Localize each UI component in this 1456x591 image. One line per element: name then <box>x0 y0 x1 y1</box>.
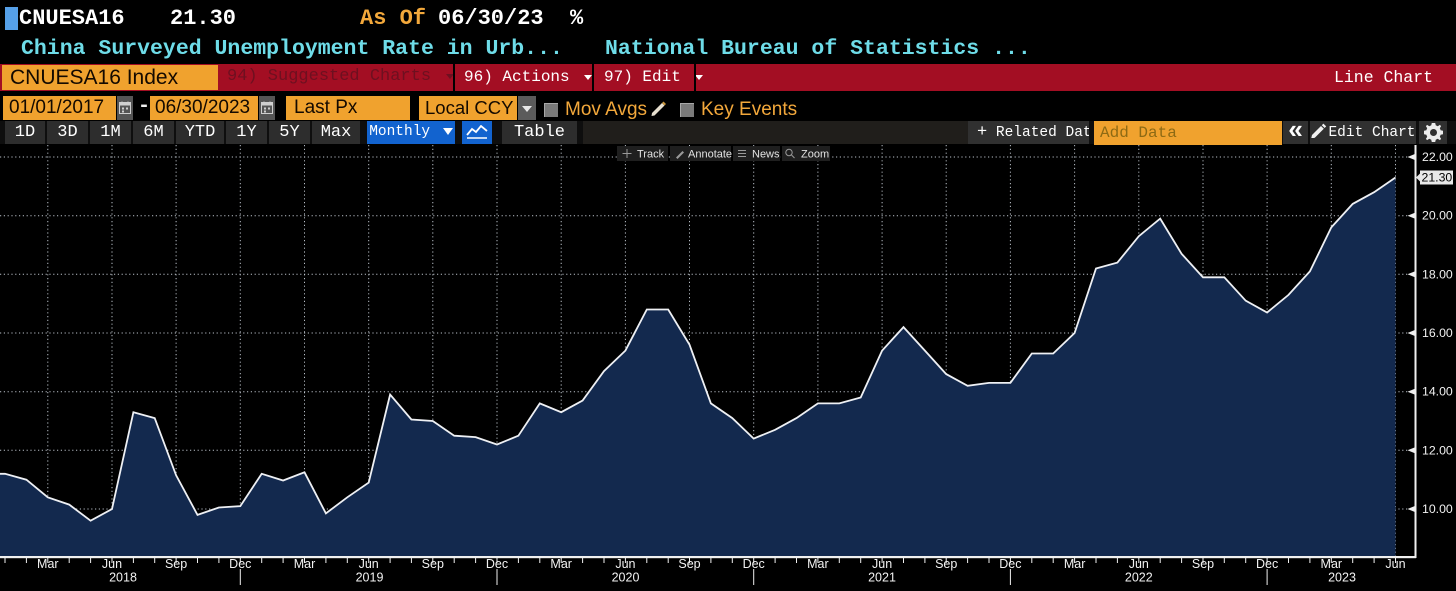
svg-text:2018: 2018 <box>109 571 137 585</box>
svg-text:2022: 2022 <box>1125 571 1153 585</box>
svg-text:14.00: 14.00 <box>1422 385 1453 399</box>
svg-text:22.00: 22.00 <box>1422 150 1453 164</box>
svg-text:2020: 2020 <box>612 571 640 585</box>
svg-text:Mar: Mar <box>807 557 829 571</box>
svg-text:16.00: 16.00 <box>1422 326 1453 340</box>
svg-text:Jun: Jun <box>102 557 122 571</box>
svg-text:Jun: Jun <box>1129 557 1149 571</box>
svg-text:Dec: Dec <box>743 557 765 571</box>
svg-text:18.00: 18.00 <box>1422 267 1453 281</box>
svg-text:News: News <box>752 149 780 161</box>
svg-text:Zoom: Zoom <box>801 149 829 161</box>
svg-text:Mar: Mar <box>1064 557 1086 571</box>
svg-text:Mar: Mar <box>1321 557 1343 571</box>
svg-text:Sep: Sep <box>1192 557 1214 571</box>
svg-text:2023: 2023 <box>1328 571 1356 585</box>
svg-text:2019: 2019 <box>356 571 384 585</box>
svg-text:Mar: Mar <box>294 557 316 571</box>
svg-text:Jun: Jun <box>1385 557 1405 571</box>
svg-text:Dec: Dec <box>486 557 508 571</box>
svg-text:Dec: Dec <box>229 557 251 571</box>
svg-text:Annotate: Annotate <box>688 149 732 161</box>
svg-text:Jun: Jun <box>359 557 379 571</box>
svg-text:Jun: Jun <box>615 557 635 571</box>
svg-text:Jun: Jun <box>872 557 892 571</box>
svg-text:2021: 2021 <box>868 571 896 585</box>
svg-text:20.00: 20.00 <box>1422 209 1453 223</box>
svg-text:Sep: Sep <box>678 557 700 571</box>
svg-text:Sep: Sep <box>165 557 187 571</box>
svg-text:21.30: 21.30 <box>1422 171 1453 185</box>
svg-text:Track: Track <box>637 149 665 161</box>
svg-text:Dec: Dec <box>999 557 1021 571</box>
svg-text:Sep: Sep <box>422 557 444 571</box>
svg-text:10.00: 10.00 <box>1422 502 1453 516</box>
svg-text:Dec: Dec <box>1256 557 1278 571</box>
svg-text:Mar: Mar <box>37 557 59 571</box>
svg-text:12.00: 12.00 <box>1422 443 1453 457</box>
svg-text:Mar: Mar <box>550 557 572 571</box>
svg-text:Sep: Sep <box>935 557 957 571</box>
